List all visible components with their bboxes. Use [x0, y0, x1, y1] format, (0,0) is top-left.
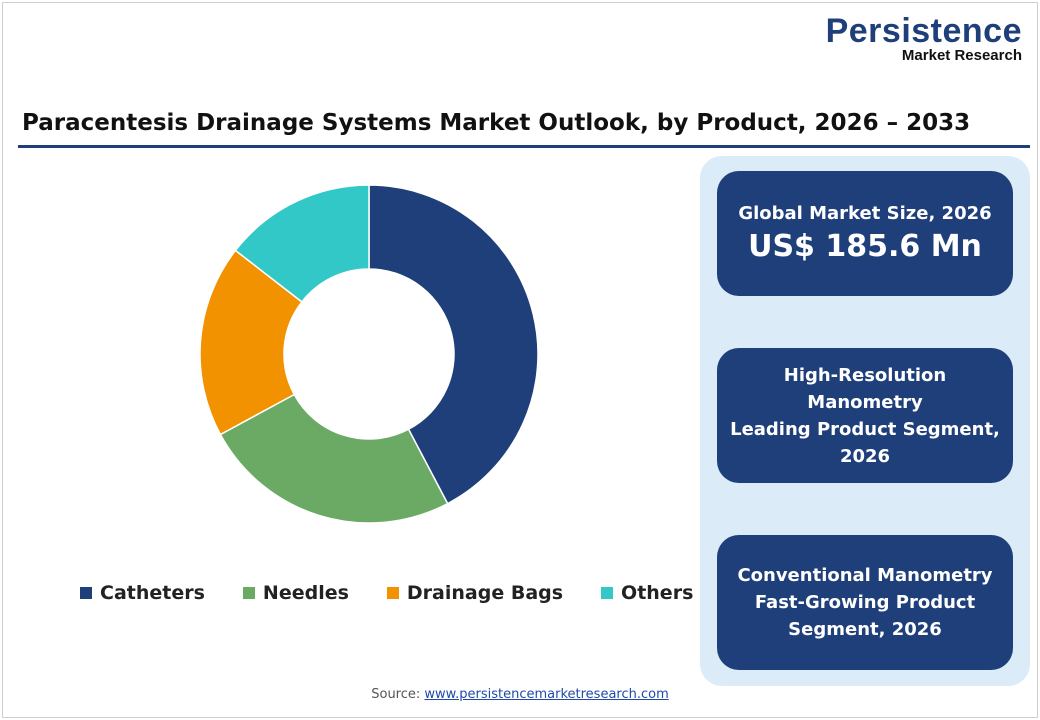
legend-item: Drainage Bags: [386, 582, 564, 604]
slice-drainage-bags: [199, 249, 303, 436]
market-size-label: Global Market Size, 2026: [738, 203, 992, 224]
fast-line: Fast-Growing Product: [754, 592, 976, 613]
legend-label: Needles: [262, 582, 349, 604]
logo-name: Persistence: [825, 12, 1022, 50]
legend-swatch: [601, 587, 614, 599]
donut-chart: [199, 184, 539, 524]
legend-item: Others: [601, 582, 693, 604]
chart-title: Paracentesis Drainage Systems Market Out…: [22, 110, 971, 136]
source-label: Source:: [371, 687, 421, 702]
fast-line: Conventional Manometry: [737, 565, 993, 586]
legend-swatch: [80, 587, 92, 599]
leading-line: Leading Product Segment,: [730, 418, 1000, 440]
market-size-value: US$ 185.6 Mn: [748, 229, 982, 264]
legend-label: Drainage Bags: [406, 582, 564, 604]
fast-growing-card: Conventional Manometry Fast-Growing Prod…: [717, 535, 1013, 670]
slice-catheters: [368, 184, 539, 505]
legend-swatch: [242, 587, 255, 599]
title-rule: [18, 145, 1030, 148]
leading-segment-card: High-Resolution Manometry Leading Produc…: [717, 348, 1013, 483]
legend-item: Needles: [242, 582, 349, 604]
slice-needles: [219, 393, 449, 524]
logo: Persistence Market Research: [822, 14, 1022, 64]
slice-others: [234, 184, 370, 303]
legend: Catheters Needles Drainage Bags Others: [80, 582, 693, 604]
source-link[interactable]: www.persistencemarketresearch.com: [424, 687, 669, 702]
leading-line: High-Resolution: [783, 364, 947, 386]
leading-line: 2026: [839, 445, 891, 467]
logo-sub: Market Research: [901, 47, 1022, 64]
legend-swatch: [386, 587, 399, 599]
source: Source: www.persistencemarketresearch.co…: [0, 687, 1040, 702]
leading-line: Manometry: [807, 391, 923, 413]
legend-item: Catheters: [80, 582, 205, 604]
legend-label: Others: [621, 582, 694, 604]
legend-label: Catheters: [100, 582, 205, 604]
market-size-card: Global Market Size, 2026 US$ 185.6 Mn: [717, 171, 1013, 296]
fast-line: Segment, 2026: [788, 619, 942, 640]
